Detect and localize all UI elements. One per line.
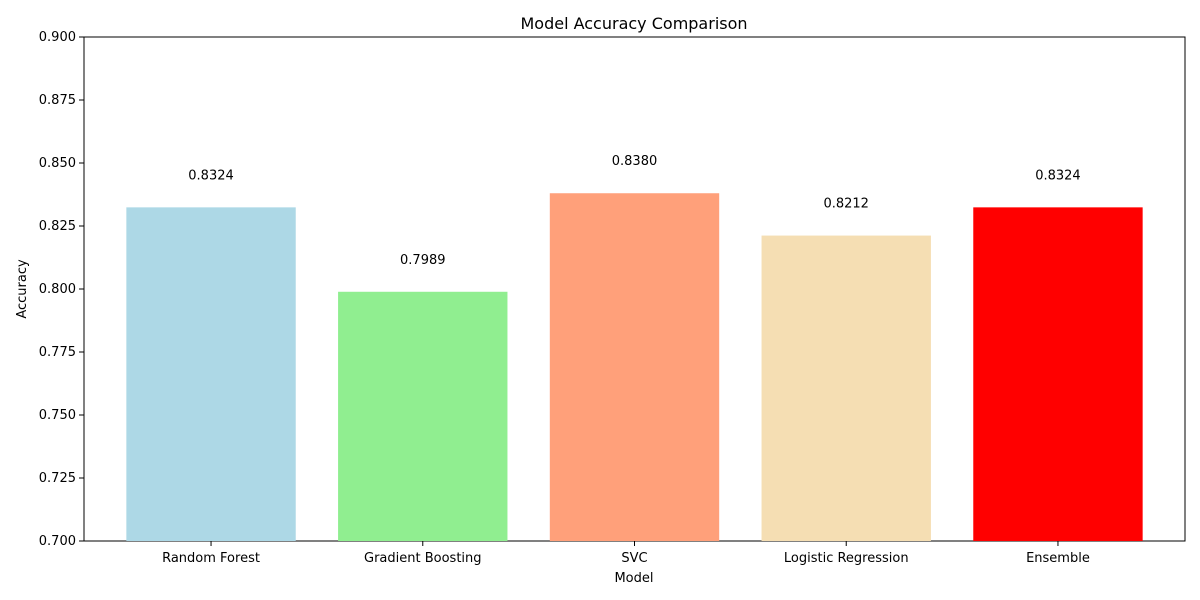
bar-value-label: 0.8324 xyxy=(1035,168,1081,183)
bars xyxy=(126,193,1143,542)
y-tick-label: 0.850 xyxy=(39,156,76,171)
y-axis-label: Accuracy xyxy=(15,259,30,319)
x-axis-label: Model xyxy=(614,571,653,586)
y-tick-label: 0.825 xyxy=(39,219,76,234)
y-tick-label: 0.750 xyxy=(39,408,76,423)
x-tick-label: Ensemble xyxy=(1026,551,1090,566)
x-axis-ticks: Random Forest Gradient Boosting SVC Logisti… xyxy=(162,541,1090,566)
bar xyxy=(761,235,931,542)
x-tick-label: SVC xyxy=(621,551,647,566)
bar xyxy=(126,207,296,542)
y-tick-label: 0.725 xyxy=(39,471,76,486)
x-tick-label: Random Forest xyxy=(162,551,260,566)
y-tick-label: 0.700 xyxy=(39,534,76,549)
bar-value-label: 0.8324 xyxy=(188,168,234,183)
chart-title: Model Accuracy Comparison xyxy=(520,14,747,33)
y-tick-label: 0.775 xyxy=(39,345,76,360)
bar-value-labels: 0.8324 0.7989 0.8380 0.8212 0.8324 xyxy=(188,154,1080,268)
bar-value-label: 0.8380 xyxy=(612,154,658,169)
x-tick-label: Gradient Boosting xyxy=(364,551,482,566)
bar xyxy=(973,207,1143,542)
y-tick-label: 0.900 xyxy=(39,30,76,45)
bar-value-label: 0.7989 xyxy=(400,253,446,268)
y-tick-label: 0.800 xyxy=(39,282,76,297)
bar-value-label: 0.8212 xyxy=(823,197,869,212)
x-tick-label: Logistic Regression xyxy=(784,551,909,566)
y-axis-ticks: 0.700 0.725 0.750 0.775 0.800 0.825 0.850 0.875… xyxy=(39,30,84,549)
bar xyxy=(338,291,508,541)
y-tick-label: 0.875 xyxy=(39,93,76,108)
bar xyxy=(549,193,720,542)
